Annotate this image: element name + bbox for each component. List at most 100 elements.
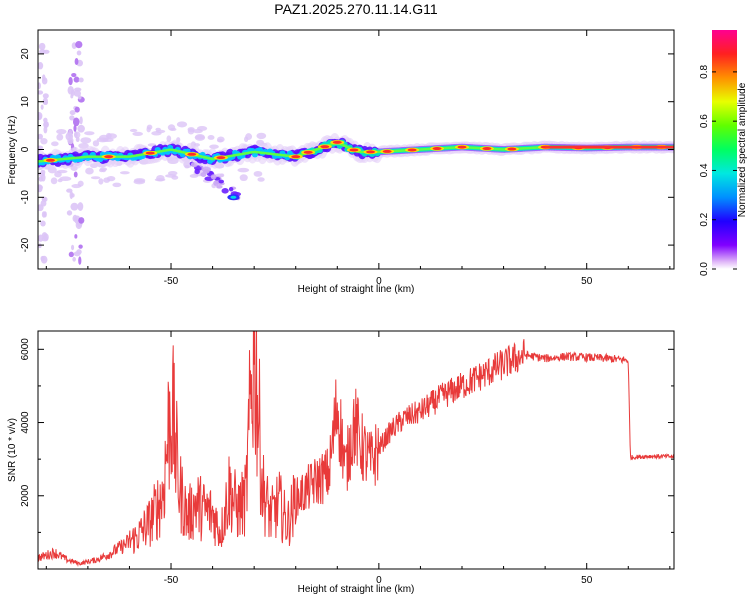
snr-xtick-label: 0 (376, 575, 382, 586)
spec-faint-blob (99, 168, 104, 173)
spec-streak-blob (73, 90, 82, 97)
spec-faint-blob (217, 136, 225, 143)
spectrogram-xlabel: Height of straight line (km) (298, 284, 415, 295)
spec-faint-blob (102, 137, 114, 142)
snr-ticks: -50 0 50 2000 4000 6000 (20, 331, 674, 586)
spec-hot-spot (291, 155, 301, 159)
spec-faint-blob (184, 165, 190, 169)
spec-branch-blob (221, 188, 229, 194)
colorbar-ticks: 0.0 0.2 0.4 0.6 0.8 (699, 64, 737, 276)
spec-xtick-label: 0 (376, 276, 382, 287)
spec-streak-blob (66, 210, 73, 216)
spec-streak-blob (65, 132, 74, 141)
colorbar-tick-label: 0.8 (699, 64, 710, 78)
spec-streak-blob (38, 112, 43, 120)
spec-streak-blob (68, 76, 73, 86)
spec-streak-blob (74, 131, 78, 138)
spec-faint-blob (129, 128, 138, 133)
spec-streak-blob (78, 244, 83, 249)
spec-streak-blob (78, 77, 84, 83)
spec-streak-blob (42, 74, 46, 81)
spec-streak-blob (74, 57, 79, 65)
spec-branch-blob (202, 169, 210, 174)
spec-streak-blob (77, 124, 85, 133)
spec-faint-blob (59, 176, 72, 182)
spec-branch-blob (228, 187, 234, 192)
spec-hot-spot (45, 158, 55, 162)
spec-streak-blob (70, 193, 75, 198)
spec-faint-blob (192, 128, 203, 134)
spec-streak-blob (42, 97, 48, 105)
spectrogram-heatmap (38, 41, 674, 265)
spec-hot-spot (432, 147, 442, 151)
spec-faint-blob (219, 173, 225, 178)
spec-hot-spot (382, 149, 392, 153)
spec-faint-blob (106, 133, 117, 140)
spec-streak-blob (38, 61, 44, 70)
snr-ylabel: SNR (10 * v/v) (7, 418, 18, 482)
spec-streak-blob (71, 72, 77, 78)
spec-hot-spot (457, 145, 467, 149)
snr-series-line (38, 331, 674, 567)
spec-streak-blob (39, 48, 46, 55)
snr-xtick-label: 50 (581, 575, 593, 586)
colorbar-tick-label: 0.4 (699, 163, 710, 177)
snr-xtick-label: -50 (164, 575, 179, 586)
spec-faint-blob (51, 141, 59, 147)
spec-streak-blob (73, 251, 81, 257)
spec-faint-blob (257, 177, 265, 182)
spec-faint-blob (256, 132, 267, 140)
spec-streak-blob (77, 202, 84, 211)
spec-ytick-label: 20 (20, 48, 31, 60)
spec-faint-blob (245, 133, 253, 141)
spectrogram-panel: -50 0 50 -20 -10 0 10 20 Height of straight lin… (7, 29, 675, 295)
spec-streak-blob (41, 211, 46, 218)
spec-faint-blob (253, 170, 263, 177)
spec-xtick-label: 50 (581, 276, 593, 287)
spec-faint-blob (56, 169, 68, 174)
spec-hot-spot (216, 156, 226, 160)
spec-streak-blob (69, 110, 76, 116)
colorbar-tick-label: 0.6 (699, 114, 710, 128)
spec-hot-spot (320, 145, 330, 149)
spec-streak-blob (76, 50, 82, 56)
snr-frame (37, 330, 675, 570)
chart-title: PAZ1.2025.270.11.14.G11 (274, 1, 438, 17)
spec-streak-blob (40, 255, 48, 264)
spec-streak-blob (40, 169, 46, 176)
spec-streak-blob (38, 176, 44, 182)
spectrogram-ylabel: Frequency (Hz) (7, 116, 18, 185)
spec-streak-blob (42, 93, 49, 99)
spec-branch-blob (218, 179, 225, 184)
snr-ytick-label: 4000 (20, 411, 31, 434)
spec-faint-blob (133, 179, 146, 185)
spec-hot-spot (104, 155, 114, 159)
spec-faint-blob (171, 175, 179, 180)
spec-band-inner (251, 152, 258, 158)
spec-branch-blob (210, 174, 217, 180)
spec-faint-blob (209, 144, 219, 149)
spec-streak-blob (73, 171, 78, 178)
spectrogram-ticks: -50 0 50 -20 -10 0 10 20 (20, 29, 674, 287)
spec-streak-blob (78, 256, 82, 265)
spec-streak-blob (70, 202, 79, 211)
spec-hot-spot (507, 147, 517, 151)
spec-streak-blob (71, 244, 75, 251)
spec-streak-blob (73, 124, 77, 132)
spec-streak-blob (38, 133, 43, 140)
spec-band-inner (97, 156, 104, 163)
spec-streak-blob (79, 116, 83, 125)
spec-streak-blob (74, 234, 78, 239)
spec-faint-blob (146, 126, 151, 133)
spec-branch-blob (230, 195, 237, 199)
spec-faint-blob (166, 135, 172, 143)
spec-faint-blob (112, 182, 122, 188)
spec-faint-blob (176, 121, 188, 128)
spec-streak-blob (68, 251, 74, 258)
spec-faint-blob (237, 167, 250, 173)
spec-streak-blob (75, 41, 83, 49)
spec-faint-blob (151, 131, 162, 136)
spec-faint-blob (56, 133, 64, 141)
spec-streak-blob (73, 76, 80, 83)
spec-ytick-label: -20 (20, 237, 31, 252)
